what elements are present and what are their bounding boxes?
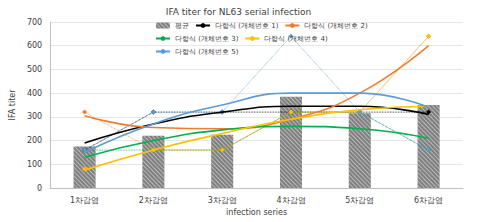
svg-text:700: 700 [27,18,42,27]
svg-text:다항식 (개체번호 3): 다항식 (개체번호 3) [175,35,239,43]
svg-text:다항식 (개체번호 1): 다항식 (개체번호 1) [215,22,279,30]
svg-text:400: 400 [27,89,42,98]
svg-text:600: 600 [27,41,42,50]
svg-text:4차감염: 4차감염 [276,196,305,205]
svg-text:1차감염: 1차감염 [70,196,99,205]
svg-text:3차감염: 3차감염 [208,196,237,205]
svg-text:500: 500 [27,65,42,74]
svg-text:2차감염: 2차감염 [139,196,168,205]
svg-text:0: 0 [37,184,42,193]
svg-text:200: 200 [27,136,42,145]
svg-text:IFA titer for NL63 serial infe: IFA titer for NL63 serial infection [166,7,311,17]
svg-text:100: 100 [27,160,42,169]
svg-text:다항식 (개체번호 5): 다항식 (개체번호 5) [175,48,239,56]
svg-text:다항식 (개체번호 4): 다항식 (개체번호 4) [264,35,328,43]
svg-text:6차감염: 6차감염 [414,196,443,205]
svg-text:IFA titer: IFA titer [8,89,17,121]
svg-text:300: 300 [27,112,42,121]
svg-text:평균: 평균 [175,22,189,30]
svg-text:다항식 (개체번호 2): 다항식 (개체번호 2) [304,22,368,30]
svg-text:5차감염: 5차감염 [345,196,374,205]
svg-text:infection series: infection series [226,208,287,217]
